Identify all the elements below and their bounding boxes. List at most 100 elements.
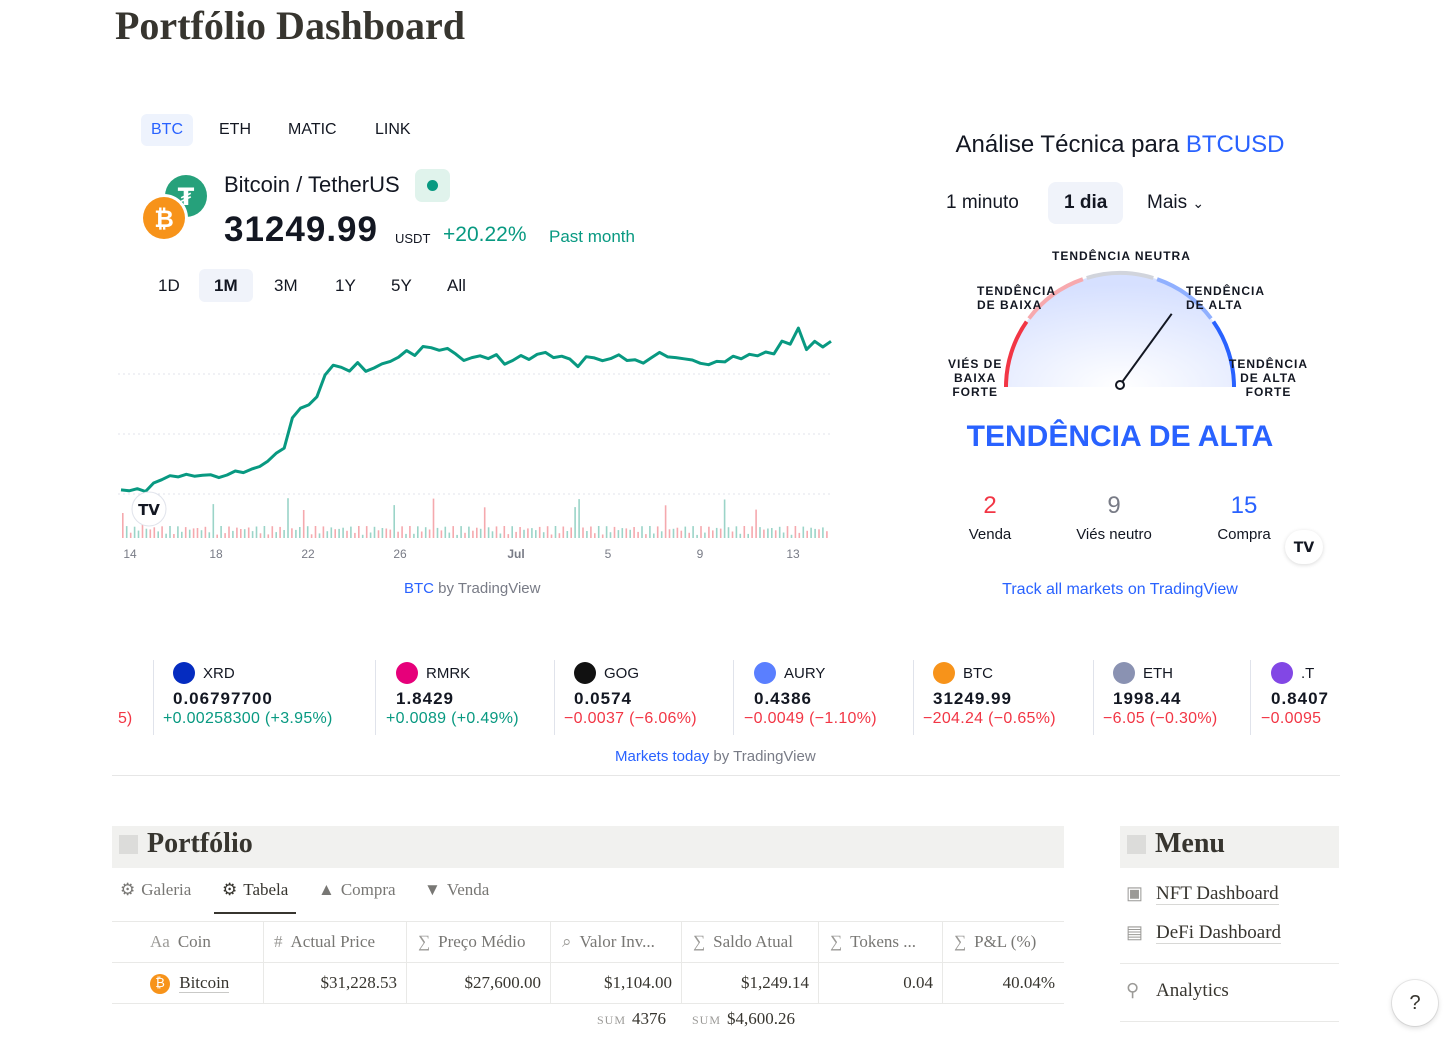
volume-bar bbox=[287, 498, 289, 538]
price-chart[interactable]: 14 18 22 26 Jul 5 9 13 TV bbox=[118, 318, 838, 566]
ticker-tape[interactable]: 5) XRD 0.06797700 +0.00258300 (+3.95%) R… bbox=[118, 650, 1338, 745]
column-header-tokens[interactable]: ∑ Tokens ... bbox=[830, 932, 916, 951]
volume-bar bbox=[519, 527, 521, 538]
interval-more-dropdown[interactable]: Mais ⌄ bbox=[1131, 182, 1220, 224]
gauge-needle bbox=[1119, 313, 1173, 386]
ticker-item[interactable]: BTC 31249.99 −204.24 (−0.65%) bbox=[923, 660, 1123, 735]
x-tick-label: 14 bbox=[123, 547, 137, 561]
column-header-valor-inv[interactable]: ⌕ Valor Inv... bbox=[562, 932, 655, 951]
range-tab-3m[interactable]: 3M bbox=[274, 276, 298, 295]
column-header-preco-medio[interactable]: ∑ Preço Médio bbox=[418, 932, 526, 951]
volume-bar bbox=[542, 532, 545, 538]
range-tab-1d[interactable]: 1D bbox=[158, 276, 180, 295]
ta-credit-link[interactable]: Track all markets on TradingView bbox=[1002, 581, 1238, 598]
volume-bar bbox=[405, 533, 407, 538]
volume-bar bbox=[743, 526, 746, 538]
volume-bar bbox=[637, 531, 639, 538]
cell-pnl[interactable]: 40.04% bbox=[1002, 973, 1055, 992]
volume-bar bbox=[247, 527, 250, 538]
cell-saldo-atual[interactable]: $1,249.14 bbox=[741, 973, 809, 992]
volume-bar bbox=[684, 526, 687, 538]
volume-bar bbox=[511, 526, 513, 538]
coin-name-link[interactable]: Bitcoin bbox=[179, 973, 230, 993]
volume-bar bbox=[322, 526, 325, 538]
cell-tokens[interactable]: 0.04 bbox=[903, 973, 933, 992]
range-tab-1y[interactable]: 1Y bbox=[335, 276, 356, 295]
volume-bar bbox=[719, 528, 722, 538]
ta-symbol-link[interactable]: BTCUSD bbox=[1185, 131, 1285, 158]
column-header-actual-price[interactable]: # Actual Price bbox=[274, 932, 375, 951]
volume-bar bbox=[538, 526, 541, 538]
menu-item-nft-dashboard[interactable]: ▣ NFT Dashboard bbox=[1126, 883, 1279, 905]
volume-bar bbox=[735, 526, 738, 538]
symbol-tab-eth[interactable]: ETH bbox=[219, 121, 251, 138]
ticker-item[interactable]: .T 0.8407 −0.0095 bbox=[1261, 660, 1338, 735]
cell-valor-inv[interactable]: $1,104.00 bbox=[604, 973, 672, 992]
volume-bar bbox=[653, 533, 655, 538]
search-icon: ⚲ bbox=[1126, 980, 1140, 1000]
symbol-tab-matic[interactable]: MATIC bbox=[288, 121, 337, 138]
volume-bar bbox=[621, 528, 624, 538]
ticker-item[interactable]: XRD 0.06797700 +0.00258300 (+3.95%) bbox=[163, 660, 363, 735]
volume-bar bbox=[161, 526, 163, 538]
column-header-saldo-atual[interactable]: ∑ Saldo Atual bbox=[693, 932, 793, 951]
range-tab-1m[interactable]: 1M bbox=[199, 269, 253, 302]
column-header-coin[interactable]: Aa Coin bbox=[150, 932, 211, 951]
menu-item-analytics[interactable]: ⚲ Analytics bbox=[1126, 980, 1229, 1001]
cell-actual-price[interactable]: $31,228.53 bbox=[320, 973, 398, 992]
interval-tab-1-minute[interactable]: 1 minuto bbox=[946, 192, 1019, 213]
volume-bar bbox=[786, 526, 789, 538]
ticker-item[interactable]: RMRK 1.8429 +0.0089 (+0.49%) bbox=[386, 660, 586, 735]
volume-bar bbox=[385, 528, 388, 538]
volume-bar bbox=[397, 531, 399, 538]
tradingview-logo-icon: TV bbox=[131, 491, 167, 527]
volume-bar bbox=[310, 534, 313, 538]
view-tab-venda[interactable]: ▼ Venda bbox=[424, 880, 490, 899]
volume-bar bbox=[283, 530, 285, 538]
tradingview-logo-icon[interactable]: TV bbox=[1285, 530, 1323, 564]
cell-preco-medio[interactable]: $27,600.00 bbox=[464, 973, 542, 992]
volume-bar bbox=[712, 530, 714, 538]
symbol-tab-btc[interactable]: BTC bbox=[141, 114, 193, 146]
view-tab-galeria[interactable]: ⚙ Galeria bbox=[120, 880, 192, 899]
volume-bar bbox=[220, 526, 222, 538]
price-change: +20.22% bbox=[443, 223, 527, 246]
chart-credit[interactable]: BTC by TradingView bbox=[404, 580, 540, 597]
volume-bar bbox=[122, 513, 124, 538]
volume-bar bbox=[641, 526, 643, 538]
interval-tab-1-day[interactable]: 1 dia bbox=[1048, 182, 1124, 224]
chart-credit-symbol[interactable]: BTC bbox=[404, 580, 434, 597]
volume-bar bbox=[688, 532, 690, 538]
ticker-item[interactable]: AURY 0.4386 −0.0049 (−1.10%) bbox=[744, 660, 944, 735]
ticker-credit[interactable]: Markets today by TradingView bbox=[615, 748, 816, 764]
range-tab-all[interactable]: All bbox=[447, 276, 466, 295]
ticker-item[interactable]: ETH 1998.44 −6.05 (−0.30%) bbox=[1103, 660, 1303, 735]
menu-item-defi-dashboard[interactable]: ▤ DeFi Dashboard bbox=[1126, 922, 1282, 944]
column-header-pnl[interactable]: ∑ P&L (%) bbox=[954, 932, 1037, 951]
volume-bar bbox=[597, 526, 600, 538]
portfolio-heading: Portfólio bbox=[147, 828, 253, 859]
volume-bar bbox=[440, 530, 443, 538]
volume-bar bbox=[625, 528, 628, 538]
volume-bar bbox=[232, 530, 234, 538]
volume-bar bbox=[692, 526, 694, 538]
volume-bar bbox=[275, 532, 277, 538]
volume-bar bbox=[420, 531, 423, 538]
gauge-label-neutral: TENDÊNCIA NEUTRA bbox=[1052, 249, 1191, 263]
pair-name[interactable]: Bitcoin / TetherUS bbox=[224, 172, 400, 197]
table-row[interactable]: ₿ Bitcoin bbox=[150, 963, 263, 1003]
volume-bar bbox=[562, 526, 565, 538]
ticker-credit-link[interactable]: Markets today bbox=[615, 748, 710, 764]
volume-bar bbox=[515, 531, 517, 538]
volume-bar bbox=[302, 510, 305, 538]
view-tab-tabela[interactable]: ⚙ Tabela bbox=[214, 880, 297, 914]
help-button[interactable]: ? bbox=[1392, 980, 1438, 1026]
volume-bar bbox=[755, 509, 757, 538]
volume-bar bbox=[393, 505, 395, 538]
symbol-tab-link[interactable]: LINK bbox=[375, 121, 411, 138]
range-tab-5y[interactable]: 5Y bbox=[391, 276, 412, 295]
view-tab-compra[interactable]: ▲ Compra bbox=[318, 880, 396, 899]
ticker-item[interactable]: GOG 0.0574 −0.0037 (−6.06%) bbox=[564, 660, 764, 735]
volume-bar bbox=[727, 527, 730, 538]
volume-bar bbox=[523, 529, 525, 538]
